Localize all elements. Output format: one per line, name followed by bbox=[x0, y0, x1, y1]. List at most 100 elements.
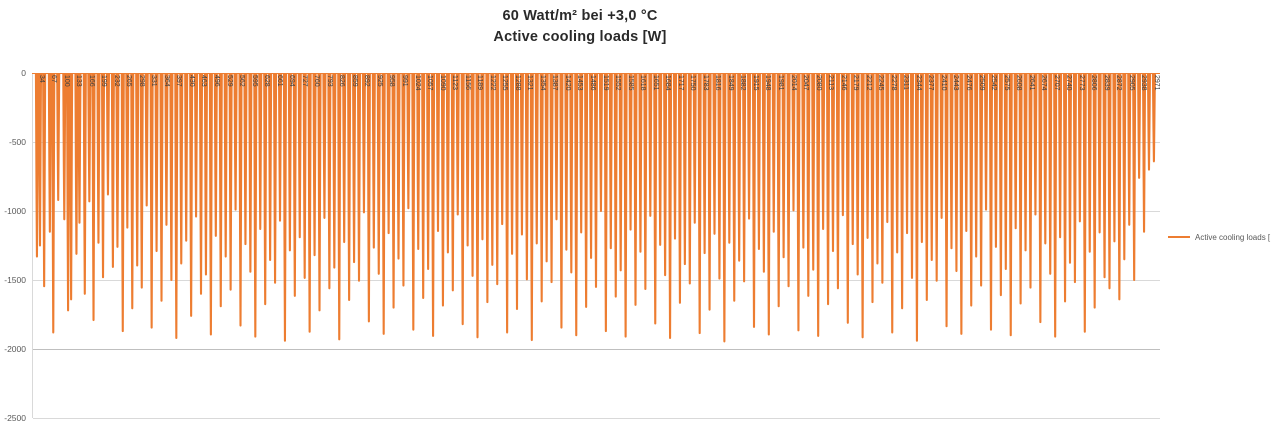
x-axis-tick-label: 2707 bbox=[1052, 75, 1060, 91]
x-axis-tick-label: 1156 bbox=[463, 75, 471, 91]
x-axis-tick-label: 2674 bbox=[1040, 75, 1048, 91]
x-axis-tick-label: 1783 bbox=[701, 75, 709, 91]
chart-title: 60 Watt/m² bei +3,0 °C Active cooling lo… bbox=[0, 6, 1160, 48]
x-axis-tick-label: 727 bbox=[300, 75, 308, 87]
x-axis-tick-label: 1882 bbox=[739, 75, 747, 91]
x-axis-tick-label: 2806 bbox=[1090, 75, 1098, 91]
x-axis-tick-label: 2509 bbox=[977, 75, 985, 91]
x-axis-tick-label: 562 bbox=[238, 75, 246, 87]
x-axis-tick-label: 892 bbox=[363, 75, 371, 87]
x-axis-tick-label: 2476 bbox=[965, 75, 972, 91]
series-active-cooling-loads bbox=[32, 73, 1160, 343]
x-axis-tick-label: 331 bbox=[150, 75, 158, 87]
x-axis-tick-label: 2971 bbox=[1153, 75, 1160, 91]
x-axis-tick-label: 2938 bbox=[1140, 75, 1148, 91]
x-axis-tick-label: 1750 bbox=[689, 75, 697, 91]
x-axis-tick-label: 1948 bbox=[764, 75, 772, 91]
x-axis-tick-label: 2872 bbox=[1115, 75, 1123, 91]
x-axis-tick-label: 2047 bbox=[802, 75, 810, 91]
x-axis-tick-label: 1651 bbox=[651, 75, 659, 91]
y-axis-tick-label: 0 bbox=[21, 68, 26, 78]
x-axis-tick-label: 793 bbox=[325, 75, 333, 87]
x-axis-tick-label: 232 bbox=[112, 75, 120, 87]
x-axis-tick-label: 1387 bbox=[551, 75, 559, 91]
gridline bbox=[33, 418, 1160, 419]
x-axis-tick-label: 595 bbox=[250, 75, 258, 87]
x-axis-tick-label: 529 bbox=[225, 75, 233, 87]
x-axis-tick-label: 1552 bbox=[614, 75, 622, 91]
x-axis-tick-label: 67 bbox=[50, 75, 58, 83]
x-axis-tick-label: 1717 bbox=[676, 75, 684, 91]
x-axis-tick-label: 397 bbox=[175, 75, 183, 87]
x-axis-tick-label: 166 bbox=[87, 75, 95, 87]
x-axis-tick-label: 1321 bbox=[526, 75, 534, 91]
x-axis-tick-label: 1057 bbox=[426, 75, 434, 91]
x-axis-tick-label: 2905 bbox=[1127, 75, 1135, 91]
x-axis-tick-label: 1189 bbox=[476, 75, 484, 91]
y-axis-tick-label: -500 bbox=[8, 137, 26, 147]
x-axis-tick-label: 2311 bbox=[902, 75, 910, 91]
x-axis-tick-label: 2839 bbox=[1102, 75, 1110, 91]
x-axis-tick-label: 2278 bbox=[889, 75, 897, 91]
x-axis-tick-label: 2443 bbox=[952, 75, 960, 91]
y-axis-tick-label: -1500 bbox=[4, 275, 26, 285]
x-axis-tick-label: 1123 bbox=[451, 75, 459, 91]
x-axis-tick-label: 1981 bbox=[777, 75, 784, 91]
x-axis-tick-label: 1915 bbox=[751, 75, 759, 91]
x-axis-tick-label: 2542 bbox=[990, 75, 998, 91]
x-axis-tick-label: 2608 bbox=[1015, 75, 1023, 91]
x-axis-tick-label: 694 bbox=[288, 75, 296, 87]
x-axis-tick-label: 661 bbox=[275, 75, 283, 87]
x-axis-tick-label: 991 bbox=[401, 75, 408, 87]
x-axis-tick-label: 463 bbox=[200, 75, 208, 87]
x-axis-tick-label: 1255 bbox=[501, 75, 509, 91]
x-axis-tick-label: 1024 bbox=[413, 75, 421, 91]
x-axis-tick-label: 1486 bbox=[589, 75, 596, 91]
x-axis-tick-label: 364 bbox=[162, 75, 170, 87]
y-axis-tick-label: -1000 bbox=[4, 206, 26, 216]
x-axis-tick-label: 859 bbox=[350, 75, 358, 87]
x-axis-tick-label: 925 bbox=[375, 75, 383, 87]
x-axis-tick-label: 2113 bbox=[827, 75, 835, 91]
y-axis-labels: 0 -500 -1000 -1500 -2000 -2500 bbox=[0, 68, 30, 423]
x-axis-tick-label: 2014 bbox=[789, 75, 797, 91]
x-axis-tick-label: 760 bbox=[313, 75, 321, 87]
series-line-active-cooling-loads bbox=[32, 73, 1160, 343]
x-axis-tick-label: 1849 bbox=[726, 75, 734, 91]
x-axis-tick-label: 1420 bbox=[563, 75, 571, 91]
y-axis-tick-label: -2000 bbox=[4, 344, 26, 354]
x-axis-tick-label: 2146 bbox=[839, 75, 847, 91]
x-axis-tick-label: 1618 bbox=[639, 75, 647, 91]
x-axis-tick-label: 1288 bbox=[513, 75, 521, 91]
legend-label-active-cooling-loads: Active cooling loads [ bbox=[1195, 232, 1271, 242]
x-axis-tick-label: 2212 bbox=[864, 75, 872, 91]
x-axis-tick-label: 298 bbox=[137, 75, 145, 87]
x-axis-tick-label: 1816 bbox=[714, 75, 722, 91]
x-axis-tick-label: 1354 bbox=[538, 75, 546, 91]
gridline bbox=[33, 349, 1160, 350]
legend-swatch-active-cooling-loads bbox=[1168, 235, 1190, 239]
x-axis-tick-label: 628 bbox=[263, 75, 271, 87]
y-axis-line bbox=[32, 73, 33, 418]
x-axis-tick-label: 2179 bbox=[852, 75, 860, 91]
x-axis-tick-label: 2641 bbox=[1027, 75, 1035, 91]
x-axis-tick-label: 2740 bbox=[1065, 75, 1073, 91]
x-axis-tick-label: 1453 bbox=[576, 75, 584, 91]
plot-area bbox=[32, 73, 1160, 419]
x-axis-tick-label: 2575 bbox=[1002, 75, 1010, 91]
x-axis-tick-label: 1684 bbox=[664, 75, 672, 91]
x-axis-tick-label: 199 bbox=[100, 75, 108, 87]
x-axis-tick-label: 2245 bbox=[877, 75, 885, 91]
x-axis-tick-label: 2410 bbox=[939, 75, 947, 91]
chart-legend: Active cooling loads [ bbox=[1168, 228, 1280, 246]
chart-title-line-2: Active cooling loads [W] bbox=[493, 29, 667, 46]
x-axis-tick-label: 958 bbox=[388, 75, 396, 87]
x-axis-tick-label: 430 bbox=[187, 75, 195, 87]
x-axis-tick-label: 1585 bbox=[626, 75, 634, 91]
x-axis-tick-label: 100 bbox=[62, 75, 70, 87]
x-axis-tick-label: 2344 bbox=[914, 75, 922, 91]
x-axis-tick-label: 826 bbox=[338, 75, 346, 87]
x-axis-tick-label: 1222 bbox=[488, 75, 496, 91]
x-axis-tick-label: 265 bbox=[125, 75, 133, 87]
